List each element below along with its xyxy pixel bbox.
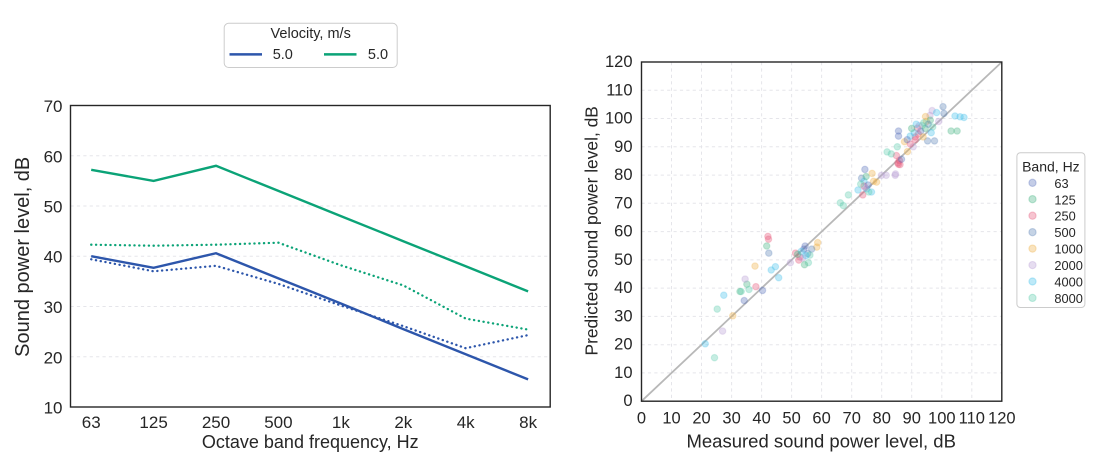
svg-text:Band, Hz: Band, Hz bbox=[1022, 159, 1080, 175]
svg-text:110: 110 bbox=[606, 81, 632, 99]
svg-text:Predicted sound power level, d: Predicted sound power level, dB bbox=[582, 106, 602, 355]
svg-text:20: 20 bbox=[44, 348, 63, 367]
svg-text:8000: 8000 bbox=[1054, 291, 1082, 306]
svg-text:2k: 2k bbox=[394, 413, 412, 432]
svg-text:40: 40 bbox=[44, 248, 63, 267]
svg-text:500: 500 bbox=[264, 413, 292, 432]
svg-text:100: 100 bbox=[928, 410, 956, 428]
svg-text:30: 30 bbox=[44, 298, 63, 317]
svg-text:60: 60 bbox=[44, 147, 63, 166]
svg-text:Octave band frequency, Hz: Octave band frequency, Hz bbox=[202, 432, 419, 452]
svg-text:70: 70 bbox=[44, 97, 63, 116]
svg-text:125: 125 bbox=[1054, 192, 1075, 207]
svg-text:5.0: 5.0 bbox=[273, 47, 293, 63]
svg-text:63: 63 bbox=[82, 413, 101, 432]
svg-text:63: 63 bbox=[1054, 176, 1068, 191]
svg-text:60: 60 bbox=[812, 410, 830, 428]
svg-text:90: 90 bbox=[903, 410, 921, 428]
svg-text:80: 80 bbox=[614, 166, 632, 184]
svg-text:125: 125 bbox=[139, 413, 167, 432]
svg-text:250: 250 bbox=[1054, 209, 1075, 224]
svg-text:40: 40 bbox=[614, 279, 632, 297]
svg-text:50: 50 bbox=[44, 198, 63, 217]
svg-text:90: 90 bbox=[614, 138, 632, 156]
svg-text:120: 120 bbox=[988, 410, 1016, 428]
svg-text:10: 10 bbox=[44, 399, 63, 418]
svg-text:40: 40 bbox=[752, 410, 770, 428]
svg-text:70: 70 bbox=[614, 194, 632, 212]
svg-text:8k: 8k bbox=[519, 413, 537, 432]
svg-text:500: 500 bbox=[1054, 225, 1075, 240]
svg-text:80: 80 bbox=[873, 410, 891, 428]
svg-text:4000: 4000 bbox=[1054, 275, 1082, 290]
svg-text:20: 20 bbox=[614, 336, 632, 354]
svg-text:Velocity, m/s: Velocity, m/s bbox=[271, 26, 351, 42]
svg-text:110: 110 bbox=[959, 410, 985, 428]
svg-text:Sound power level, dB: Sound power level, dB bbox=[12, 157, 34, 357]
svg-text:70: 70 bbox=[843, 410, 861, 428]
svg-text:120: 120 bbox=[605, 53, 633, 71]
svg-text:50: 50 bbox=[614, 251, 632, 269]
svg-text:30: 30 bbox=[614, 307, 632, 325]
svg-text:0: 0 bbox=[623, 392, 632, 410]
svg-text:30: 30 bbox=[722, 410, 740, 428]
svg-text:10: 10 bbox=[614, 364, 632, 382]
svg-text:20: 20 bbox=[692, 410, 710, 428]
svg-text:50: 50 bbox=[782, 410, 800, 428]
svg-text:2000: 2000 bbox=[1054, 258, 1082, 273]
svg-text:0: 0 bbox=[637, 410, 646, 428]
svg-text:10: 10 bbox=[662, 410, 680, 428]
svg-text:100: 100 bbox=[605, 110, 633, 128]
svg-text:1k: 1k bbox=[332, 413, 350, 432]
svg-text:Measured sound power level, dB: Measured sound power level, dB bbox=[686, 431, 955, 452]
svg-text:4k: 4k bbox=[457, 413, 475, 432]
svg-text:60: 60 bbox=[614, 223, 632, 241]
svg-text:250: 250 bbox=[202, 413, 230, 432]
svg-text:1000: 1000 bbox=[1054, 242, 1082, 257]
svg-text:5.0: 5.0 bbox=[368, 47, 388, 63]
